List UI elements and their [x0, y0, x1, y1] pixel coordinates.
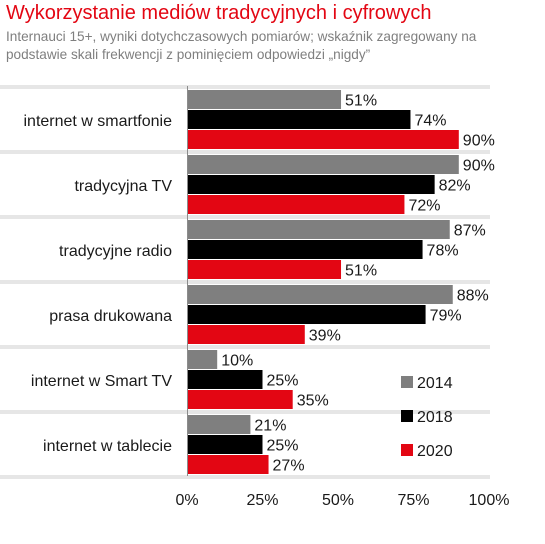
- group-separator: [0, 280, 490, 284]
- bar: [187, 155, 459, 174]
- bar: [187, 325, 305, 344]
- category-label: tradycyjna TV: [74, 178, 172, 195]
- category-label: prasa drukowana: [49, 308, 172, 325]
- bar: [187, 455, 269, 474]
- bar: [187, 110, 411, 129]
- chart-subtitle: Internauci 15+, wyniki dotychczasowych p…: [6, 29, 477, 62]
- bar: [187, 195, 405, 214]
- bar: [187, 90, 342, 109]
- data-label: 39%: [309, 328, 341, 345]
- bar: [187, 175, 435, 194]
- data-label: 35%: [297, 393, 329, 410]
- bar: [187, 285, 453, 304]
- data-label: 21%: [254, 418, 286, 435]
- bar: [187, 220, 450, 239]
- legend-label: 2020: [417, 443, 453, 460]
- data-label: 90%: [463, 133, 495, 150]
- group-separator: [0, 85, 490, 89]
- category-label: internet w smartfonie: [23, 113, 172, 130]
- data-label: 27%: [273, 458, 305, 475]
- group-separator: [0, 150, 490, 154]
- legend-swatch: [401, 444, 413, 456]
- bar: [187, 370, 263, 389]
- group-separator: [0, 475, 490, 479]
- data-label: 79%: [430, 308, 462, 325]
- data-label: 51%: [345, 93, 377, 110]
- x-tick-label: 75%: [397, 492, 429, 509]
- data-label: 90%: [463, 158, 495, 175]
- bar: [187, 435, 263, 454]
- chart-title: Wykorzystanie mediów tradycyjnych i cyfr…: [6, 2, 432, 24]
- data-label: 82%: [439, 178, 471, 195]
- x-tick-label: 100%: [469, 492, 510, 509]
- group-separator: [0, 215, 490, 219]
- data-label: 25%: [267, 438, 299, 455]
- data-label: 87%: [454, 223, 486, 240]
- legend-label: 2014: [417, 375, 453, 392]
- category-label: internet w tablecie: [43, 438, 172, 455]
- bar: [187, 415, 251, 434]
- data-label: 10%: [221, 353, 253, 370]
- bar: [187, 305, 426, 324]
- x-tick-label: 25%: [246, 492, 278, 509]
- data-label: 74%: [414, 113, 446, 130]
- data-label: 51%: [345, 263, 377, 280]
- bar: [187, 260, 342, 279]
- data-label: 25%: [267, 373, 299, 390]
- data-label: 72%: [408, 198, 440, 215]
- bar: [187, 390, 293, 409]
- x-tick-label: 0%: [175, 492, 198, 509]
- category-label: tradycyjne radio: [59, 243, 172, 260]
- legend-swatch: [401, 376, 413, 388]
- x-tick-label: 50%: [322, 492, 354, 509]
- legend-swatch: [401, 410, 413, 422]
- category-label: internet w Smart TV: [31, 373, 172, 390]
- group-separator: [0, 345, 490, 349]
- bar: [187, 240, 423, 259]
- legend-label: 2018: [417, 409, 453, 426]
- group-separator: [0, 410, 490, 414]
- bar: [187, 130, 459, 149]
- bar: [187, 350, 218, 369]
- data-label: 78%: [427, 243, 459, 260]
- data-label: 88%: [457, 288, 489, 305]
